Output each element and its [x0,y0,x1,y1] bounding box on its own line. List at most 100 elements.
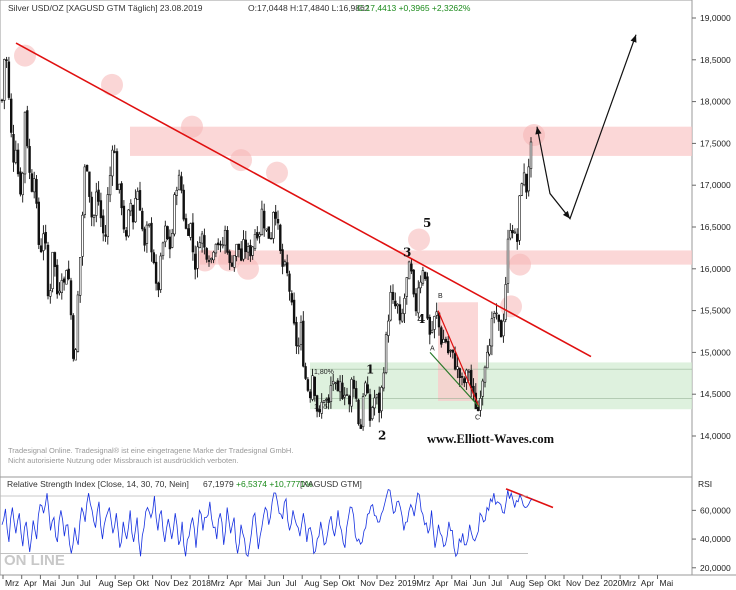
candle [37,197,41,250]
time-axis-label: Mrz [622,578,636,588]
price-axis-label: 16,5000 [700,222,731,232]
candle [127,209,130,238]
rsi-axis-label: 40,0000 [700,534,731,544]
candle [325,397,328,409]
candle [88,171,91,203]
candle [173,192,176,237]
watermark-logo: ON LINE [4,552,65,569]
candle [400,308,404,323]
time-axis-label: Mai [454,578,468,588]
forecast-arrowhead-up [535,126,542,135]
candle [99,192,103,228]
candle [320,393,323,419]
candle [180,171,183,194]
candle [198,236,201,249]
candle [182,184,185,222]
candle [26,105,29,149]
candle [417,280,420,318]
candle [456,357,459,379]
highlight-circle [408,228,430,251]
candle [366,376,369,394]
candle [373,389,376,416]
candle [341,374,344,400]
candle [290,290,293,306]
time-axis-label: Nov [566,578,582,588]
candle [214,243,218,258]
candle [329,376,333,409]
candle [525,173,528,199]
rsi-series [0,489,533,558]
time-axis-label: Jun [61,578,75,588]
candle [3,58,6,110]
candle [407,260,411,280]
candle [350,377,353,413]
forecast-arrowhead-target [630,34,637,43]
candle [168,229,172,259]
candle [256,226,259,241]
time-axis-label: Sep [323,578,338,588]
candle [265,228,268,232]
candle [120,181,123,216]
rsi-axis-label: 20,0000 [700,563,731,573]
time-axis-label: Jul [286,578,297,588]
candle [483,365,487,388]
price-axis-label: 15,0000 [700,347,731,357]
time-axis-label: Okt [547,578,561,588]
candle [106,187,110,245]
time-axis-label: 2019 [398,578,417,588]
candle [129,199,132,217]
candle [23,111,27,184]
candle [361,393,365,431]
candle [315,394,319,418]
candle [396,303,399,314]
candle [336,378,339,392]
candle [495,303,498,320]
candle [506,229,510,294]
candle [122,200,126,234]
candle [102,209,105,242]
candle [69,277,73,320]
candle [46,241,50,300]
candle [196,241,199,278]
time-axis-label: Dez [379,578,394,588]
candle [343,387,346,406]
candle [274,204,277,226]
rsi-line [1,489,533,558]
candle [352,375,356,398]
candle [421,266,425,286]
candle [90,191,93,227]
candle [219,240,222,253]
candle [184,213,188,230]
candle [246,242,250,261]
highlight-circle [101,73,123,96]
candle [81,211,84,266]
time-axis-label: Dez [173,578,188,588]
rsi-change: +6,5374 +10,7771% [236,479,313,489]
wave-label-4: 4 [417,312,425,326]
candle [74,348,77,361]
candle [334,381,337,390]
candle [97,181,100,206]
time-axis-label: Mrz [5,578,19,588]
candle [115,148,119,191]
price-axis-label: 14,5000 [700,389,731,399]
time-axis-label: Apr [435,578,448,588]
rsi-value: 67,1979 [203,479,234,489]
candle [10,93,13,138]
time-axis-label: Mai [660,578,674,588]
candle [221,236,224,249]
candle [527,158,530,197]
time-axis-label: 2020 [603,578,622,588]
candle [95,182,98,223]
price-axis-label: 17,5000 [700,138,731,148]
candle [67,260,70,281]
candle [212,250,215,264]
candle [131,204,135,230]
candle [262,203,266,237]
candle [118,183,121,194]
candle [0,98,4,103]
candle [322,400,326,404]
candle [269,232,273,240]
candle [380,385,383,419]
candle [306,377,310,393]
